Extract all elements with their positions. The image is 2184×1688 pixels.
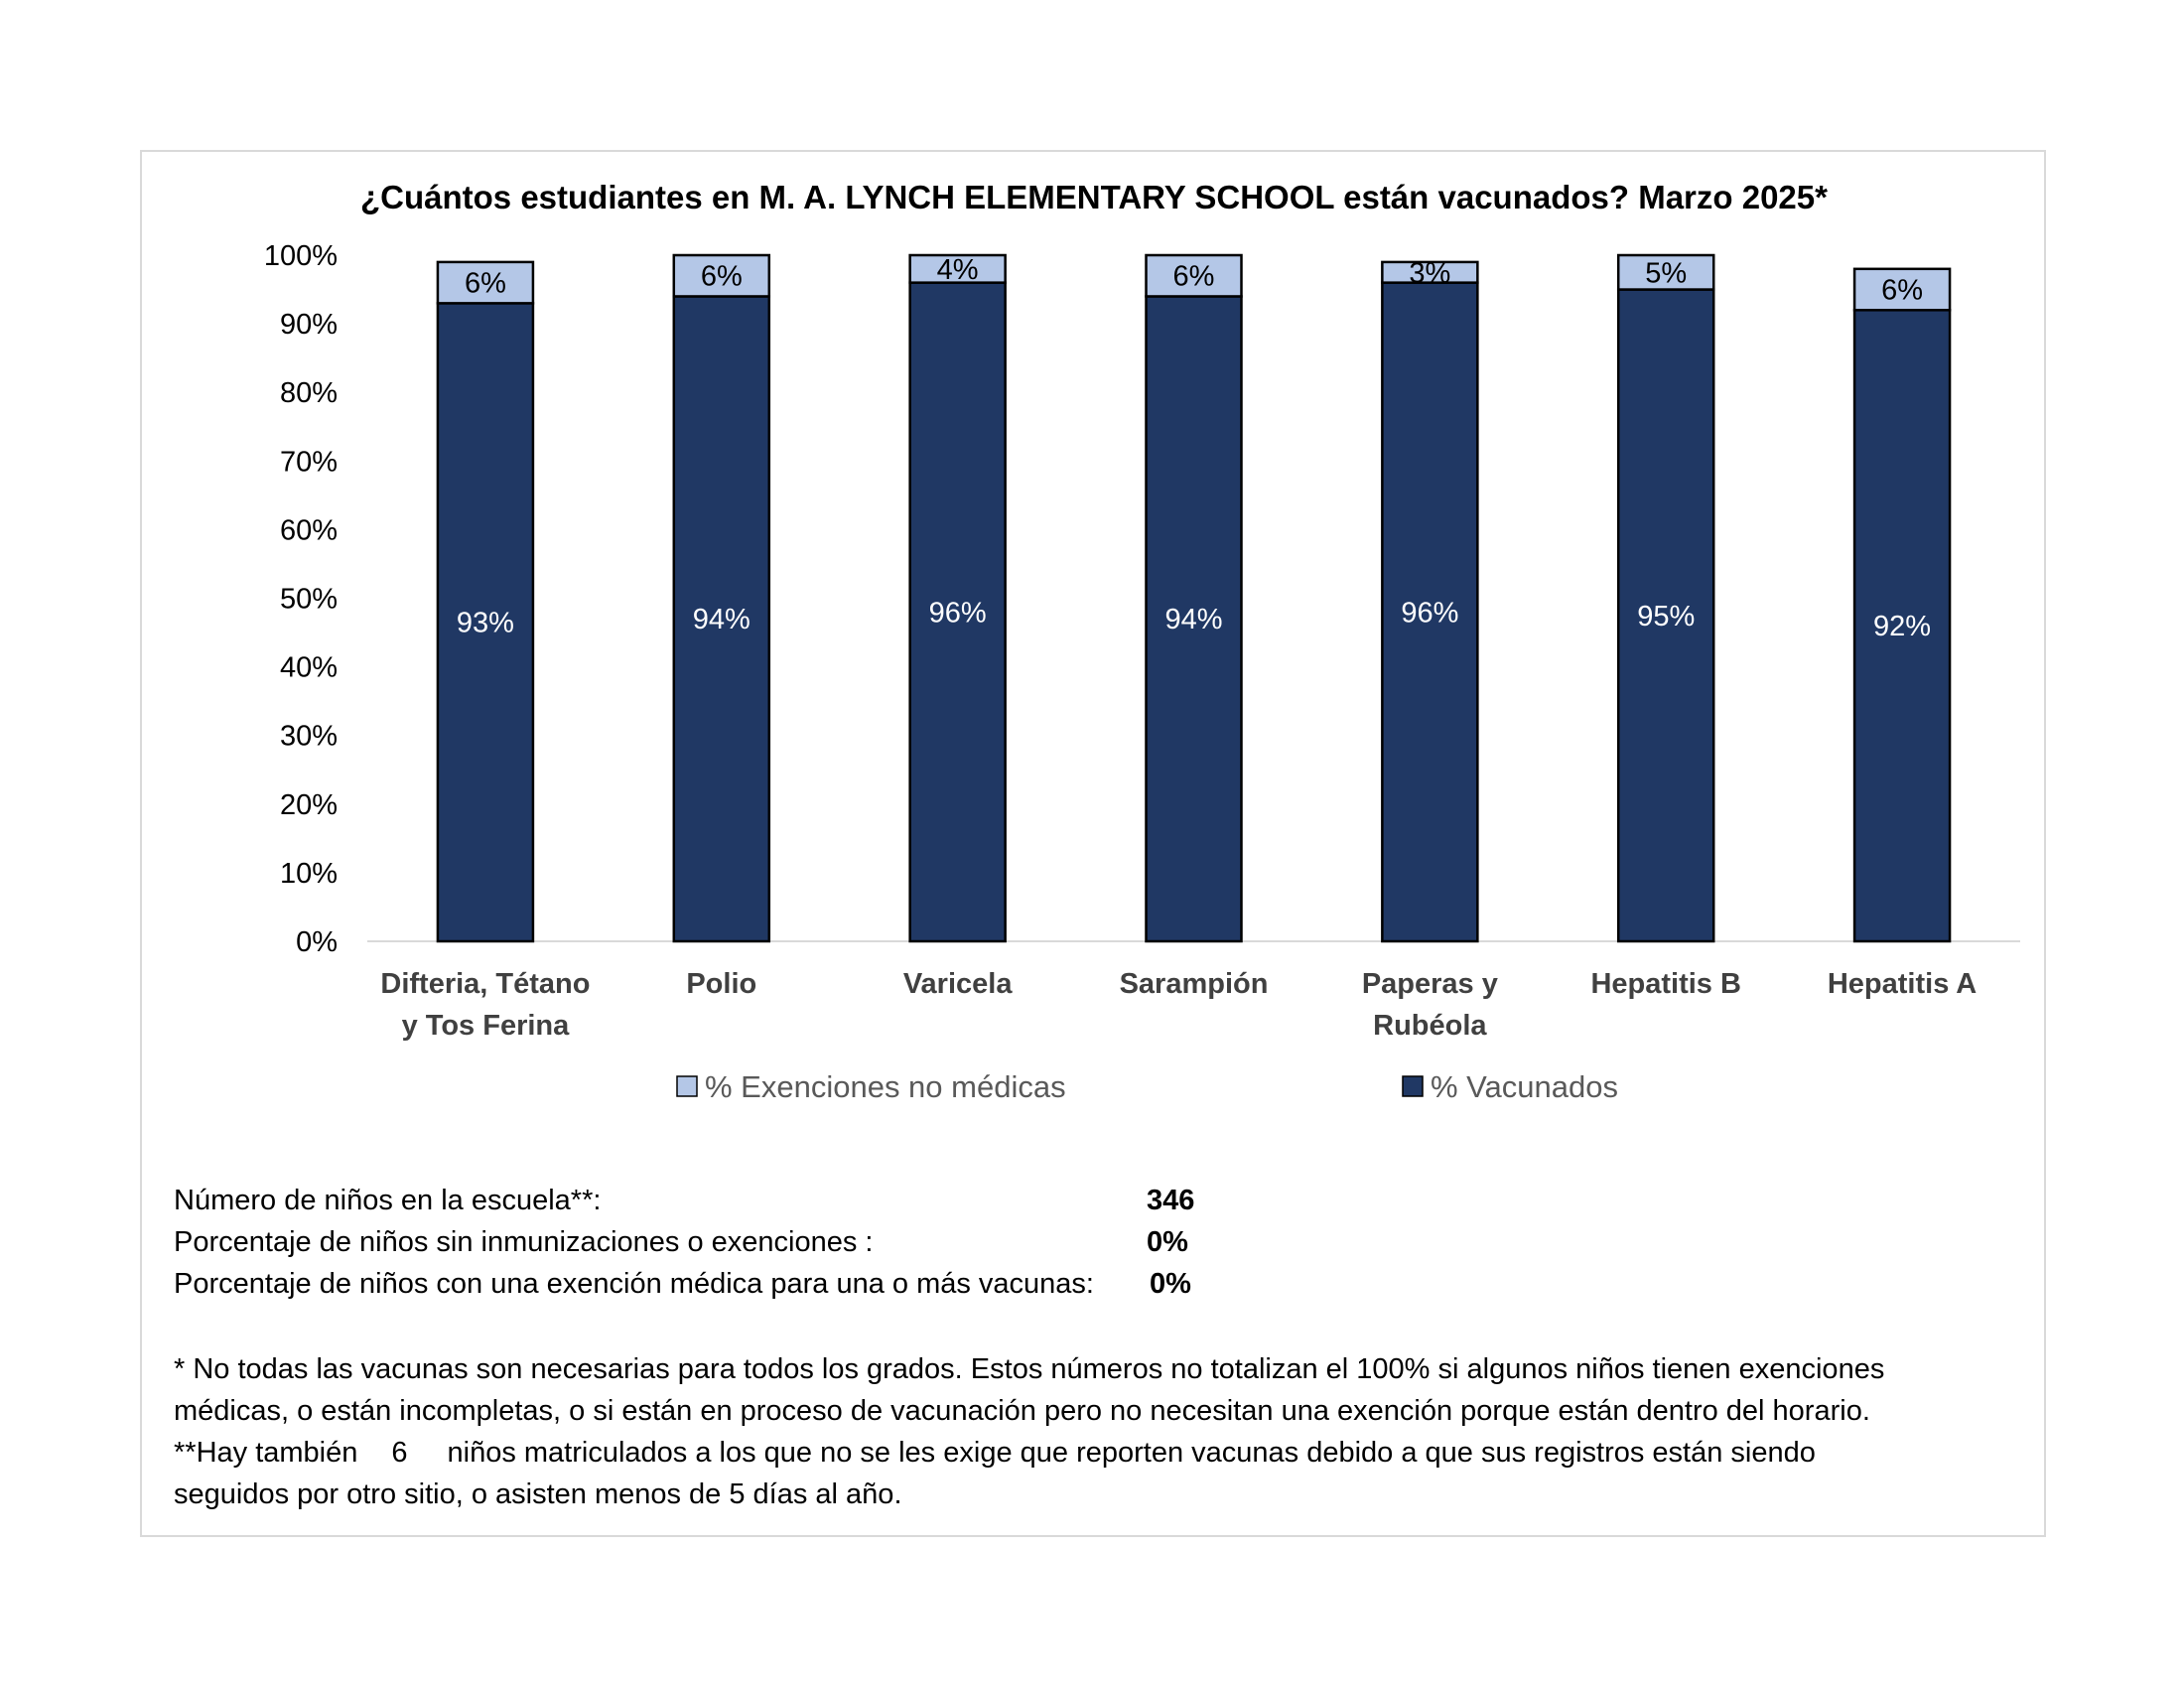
x-category-label: y Tos Ferina [402,1010,571,1042]
stat-value: 0% [1150,1268,1191,1300]
x-category-label: Polio [686,968,756,1000]
y-tick-label: 50% [280,584,338,616]
x-category-label: Sarampión [1120,968,1269,1000]
bar-exenciones [1852,267,1952,312]
y-tick-label: 0% [296,926,338,958]
vaccination-chart: ¿Cuántos estudiantes en M. A. LYNCH ELEM… [264,179,2020,1104]
data-label-exenciones: 5% [1645,257,1687,289]
y-tick-label: 100% [264,240,338,272]
footnote-line: médicas, o están incompletas, o si están… [174,1395,1870,1427]
legend-swatch [1402,1075,1424,1097]
data-label-exenciones: 6% [1173,261,1215,293]
data-label-vacunados: 92% [1873,611,1931,642]
footnote-count: 6 [391,1437,408,1469]
x-category-label: Difteria, Tétano [380,968,590,1000]
stat-label: Porcentaje de niños con una exención méd… [174,1268,1094,1300]
y-tick-label: 10% [280,858,338,890]
stats-block: Número de niños en la escuela**: 346 Por… [174,1180,1194,1305]
footnotes: * No todas las vacunas son necesarias pa… [174,1348,2000,1515]
bar-vacunados [1145,295,1243,943]
legend-label: % Vacunados [1431,1069,1618,1104]
data-label-vacunados: 93% [457,608,514,639]
y-tick-label: 90% [280,309,338,341]
stat-value: 346 [1147,1185,1195,1216]
footnote-line: **Hay también 6 niños matriculados a los q… [174,1432,2000,1474]
y-tick-label: 20% [280,789,338,821]
y-tick-label: 70% [280,446,338,478]
y-tick-label: 80% [280,377,338,409]
x-category-label: Paperas y [1362,968,1498,1000]
data-label-exenciones: 6% [465,268,506,300]
legend-label: % Exenciones no médicas [705,1069,1066,1104]
data-label-exenciones: 4% [937,254,979,286]
bar-exenciones [672,253,771,298]
data-label-exenciones: 6% [1881,275,1923,307]
bar-vacunados [1616,288,1715,943]
data-label-exenciones: 6% [701,261,743,293]
footnote-prefix: **Hay también [174,1437,358,1469]
y-tick-label: 40% [280,652,338,684]
bar-exenciones [1381,260,1479,284]
chart-title: ¿Cuántos estudiantes en M. A. LYNCH ELEM… [360,179,1828,215]
x-category-label: Hepatitis A [1828,968,1977,1000]
data-label-vacunados: 96% [1401,597,1458,629]
stat-row-no-immunization: Porcentaje de niños sin inmunizaciones o… [174,1221,1188,1263]
data-label-vacunados: 94% [693,604,751,635]
bar-vacunados [908,281,1007,943]
x-category-label: Rubéola [1373,1010,1487,1042]
footnote-line: * No todas las vacunas son necesarias pa… [174,1353,1885,1385]
y-tick-label: 30% [280,721,338,753]
stat-value: 0% [1147,1226,1188,1258]
legend-swatch [676,1075,698,1097]
bar-exenciones [908,253,1007,284]
stat-label: Porcentaje de niños sin inmunizaciones o… [174,1226,874,1258]
bar-vacunados [436,302,535,943]
bar-exenciones [1616,253,1715,291]
data-label-exenciones: 3% [1409,257,1450,289]
bar-vacunados [672,295,771,943]
footnote-line: seguidos por otro sitio, o asisten menos… [174,1478,902,1510]
footnote-suffix: niños matriculados a los que no se les e… [447,1437,1816,1469]
stat-label: Número de niños en la escuela**: [174,1185,602,1216]
x-category-label: Varicela [903,968,1014,1000]
stat-row-enrollment: Número de niños en la escuela**: 346 [174,1180,1194,1221]
bar-vacunados [1852,309,1952,943]
bar-vacunados [1381,281,1479,943]
y-tick-label: 60% [280,514,338,546]
data-label-vacunados: 96% [929,597,987,629]
data-label-vacunados: 95% [1637,601,1695,633]
stat-row-medical-exemption: Porcentaje de niños con una exención méd… [174,1263,1191,1305]
bar-exenciones [436,260,535,305]
data-label-vacunados: 94% [1164,604,1222,635]
x-category-label: Hepatitis B [1590,968,1740,1000]
bar-exenciones [1145,253,1243,298]
